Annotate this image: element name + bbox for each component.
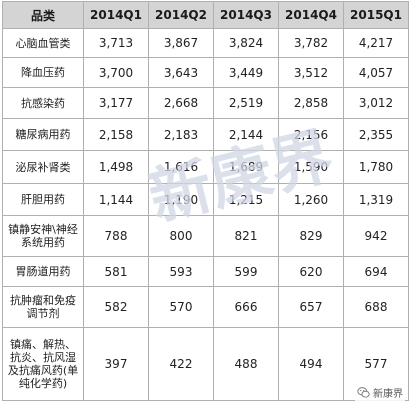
value-cell: 1,780 [343, 150, 409, 184]
value-cell: 829 [278, 215, 344, 257]
table-row: 镇静安神\神经 系统用药 788 800 821 829 942 [2, 215, 409, 257]
value-cell: 1,144 [83, 183, 149, 216]
value-cell: 620 [278, 256, 344, 287]
table-row: 胃肠道用药 581 593 599 620 694 [2, 256, 409, 287]
table-row: 抗感染药 3,177 2,668 2,519 2,858 3,012 [2, 87, 409, 119]
value-cell: 657 [278, 286, 344, 328]
value-cell: 3,867 [148, 28, 214, 58]
value-cell: 2,858 [278, 87, 344, 119]
value-cell: 1,616 [148, 150, 214, 184]
category-cell: 镇痛、解热、 抗炎、抗风湿 及抗痛风药(单 纯化学药) [2, 327, 84, 401]
value-cell: 570 [148, 286, 214, 328]
value-cell: 1,190 [148, 183, 214, 216]
value-cell: 494 [278, 327, 344, 401]
value-cell: 788 [83, 215, 149, 257]
table-row: 肝胆用药 1,144 1,190 1,215 1,260 1,319 [2, 183, 409, 216]
header-row: 品类 2014Q1 2014Q2 2014Q3 2014Q4 2015Q1 [2, 1, 409, 29]
value-cell: 1,689 [213, 150, 279, 184]
value-cell: 1,215 [213, 183, 279, 216]
category-cell: 肝胆用药 [2, 183, 84, 216]
value-cell: 2,183 [148, 118, 214, 151]
value-cell: 3,782 [278, 28, 344, 58]
table-row: 糖尿病用药 2,158 2,183 2,144 2,156 2,355 [2, 118, 409, 151]
category-cell: 泌尿补肾类 [2, 150, 84, 184]
value-cell: 666 [213, 286, 279, 328]
value-cell: 2,158 [83, 118, 149, 151]
value-cell: 3,824 [213, 28, 279, 58]
value-cell: 3,643 [148, 57, 214, 88]
brand-badge: 新康界 [355, 384, 405, 401]
header-cell: 2014Q3 [213, 1, 279, 29]
wechat-icon [357, 387, 370, 398]
table-row: 降血压药 3,700 3,643 3,449 3,512 4,057 [2, 57, 409, 88]
value-cell: 3,713 [83, 28, 149, 58]
value-cell: 2,519 [213, 87, 279, 119]
value-cell: 2,355 [343, 118, 409, 151]
header-cell: 2014Q2 [148, 1, 214, 29]
value-cell: 3,449 [213, 57, 279, 88]
table-row: 抗肿瘤和免疫 调节剂 582 570 666 657 688 [2, 286, 409, 328]
value-cell: 582 [83, 286, 149, 328]
category-cell: 糖尿病用药 [2, 118, 84, 151]
value-cell: 3,700 [83, 57, 149, 88]
value-cell: 1,498 [83, 150, 149, 184]
value-cell: 4,217 [343, 28, 409, 58]
value-cell: 800 [148, 215, 214, 257]
value-cell: 688 [343, 286, 409, 328]
value-cell: 4,057 [343, 57, 409, 88]
value-cell: 3,512 [278, 57, 344, 88]
value-cell: 593 [148, 256, 214, 287]
drug-sales-table: 品类 2014Q1 2014Q2 2014Q3 2014Q4 2015Q1 心脑… [2, 1, 409, 401]
value-cell: 397 [83, 327, 149, 401]
value-cell: 422 [148, 327, 214, 401]
category-cell: 抗感染药 [2, 87, 84, 119]
table-row: 镇痛、解热、 抗炎、抗风湿 及抗痛风药(单 纯化学药) 397 422 488 … [2, 327, 409, 401]
header-cell: 品类 [2, 1, 84, 29]
value-cell: 942 [343, 215, 409, 257]
category-cell: 降血压药 [2, 57, 84, 88]
header-cell: 2014Q1 [83, 1, 149, 29]
value-cell: 3,012 [343, 87, 409, 119]
value-cell: 599 [213, 256, 279, 287]
value-cell: 488 [213, 327, 279, 401]
value-cell: 1,319 [343, 183, 409, 216]
value-cell: 1,590 [278, 150, 344, 184]
table-row: 心脑血管类 3,713 3,867 3,824 3,782 4,217 [2, 28, 409, 58]
category-cell: 抗肿瘤和免疫 调节剂 [2, 286, 84, 328]
category-cell: 心脑血管类 [2, 28, 84, 58]
value-cell: 3,177 [83, 87, 149, 119]
value-cell: 581 [83, 256, 149, 287]
value-cell: 694 [343, 256, 409, 287]
category-cell: 镇静安神\神经 系统用药 [2, 215, 84, 257]
value-cell: 2,156 [278, 118, 344, 151]
header-cell: 2015Q1 [343, 1, 409, 29]
value-cell: 1,260 [278, 183, 344, 216]
table-row: 泌尿补肾类 1,498 1,616 1,689 1,590 1,780 [2, 150, 409, 184]
value-cell: 2,668 [148, 87, 214, 119]
brand-name: 新康界 [373, 389, 403, 400]
category-cell: 胃肠道用药 [2, 256, 84, 287]
value-cell: 2,144 [213, 118, 279, 151]
value-cell: 821 [213, 215, 279, 257]
header-cell: 2014Q4 [278, 1, 344, 29]
